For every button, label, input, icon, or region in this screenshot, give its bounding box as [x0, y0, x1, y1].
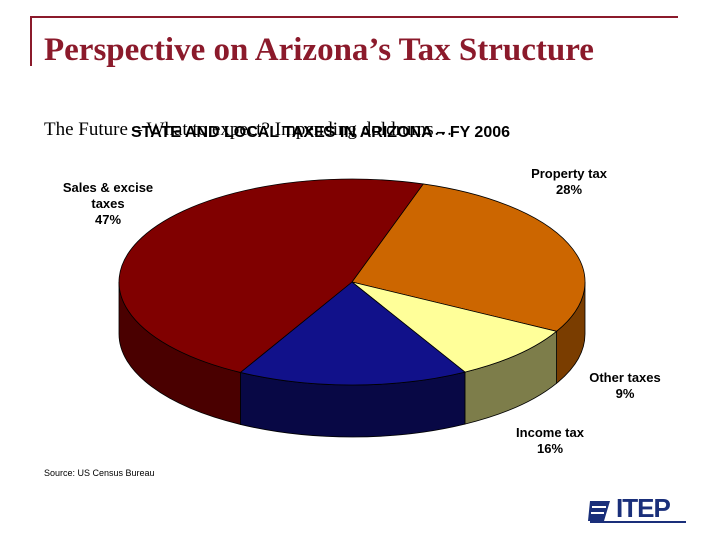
label-income-tax: Income tax 16%: [500, 425, 600, 457]
label-property-tax-name: Property tax: [531, 166, 607, 181]
label-income-tax-name: Income tax: [516, 425, 584, 440]
pie-slice-property-tax: [351, 183, 586, 332]
pie-slice-other-taxes: [351, 281, 558, 373]
pie-slice-income-tax: [239, 281, 466, 386]
itep-logo-mark: [588, 501, 610, 521]
label-other-taxes-name: Other taxes: [589, 370, 661, 385]
label-other-taxes-value: 9%: [615, 386, 635, 401]
label-income-tax-value: 16%: [536, 441, 564, 456]
logo-underline: [590, 521, 686, 523]
frame-left-rule: [30, 16, 32, 66]
label-sales-excise-line1: Sales & excise: [62, 180, 154, 195]
itep-logo-text: ITEP: [616, 493, 671, 523]
slide-title: Perspective on Arizona’s Tax Structure: [44, 32, 594, 68]
logo-flag-icon: [588, 501, 610, 521]
label-property-tax-value: 28%: [555, 182, 583, 197]
frame-top-rule: [30, 16, 678, 18]
label-sales-excise-line2: taxes: [91, 196, 125, 211]
pie-slice-sales-excise-taxes: [118, 178, 424, 373]
label-property-tax: Property tax 28%: [512, 166, 626, 198]
slide-subtitle: The Future – What to expect? Impending d…: [44, 119, 453, 140]
label-sales-excise: Sales & excise taxes 47%: [48, 180, 168, 228]
label-other-taxes: Other taxes 9%: [572, 370, 678, 402]
chart-title: STATE AND LOCAL TAXES IN ARIZONA – FY 20…: [131, 124, 511, 141]
label-sales-excise-value: 47%: [94, 212, 122, 227]
chart-source: Source: US Census Bureau: [44, 468, 155, 478]
